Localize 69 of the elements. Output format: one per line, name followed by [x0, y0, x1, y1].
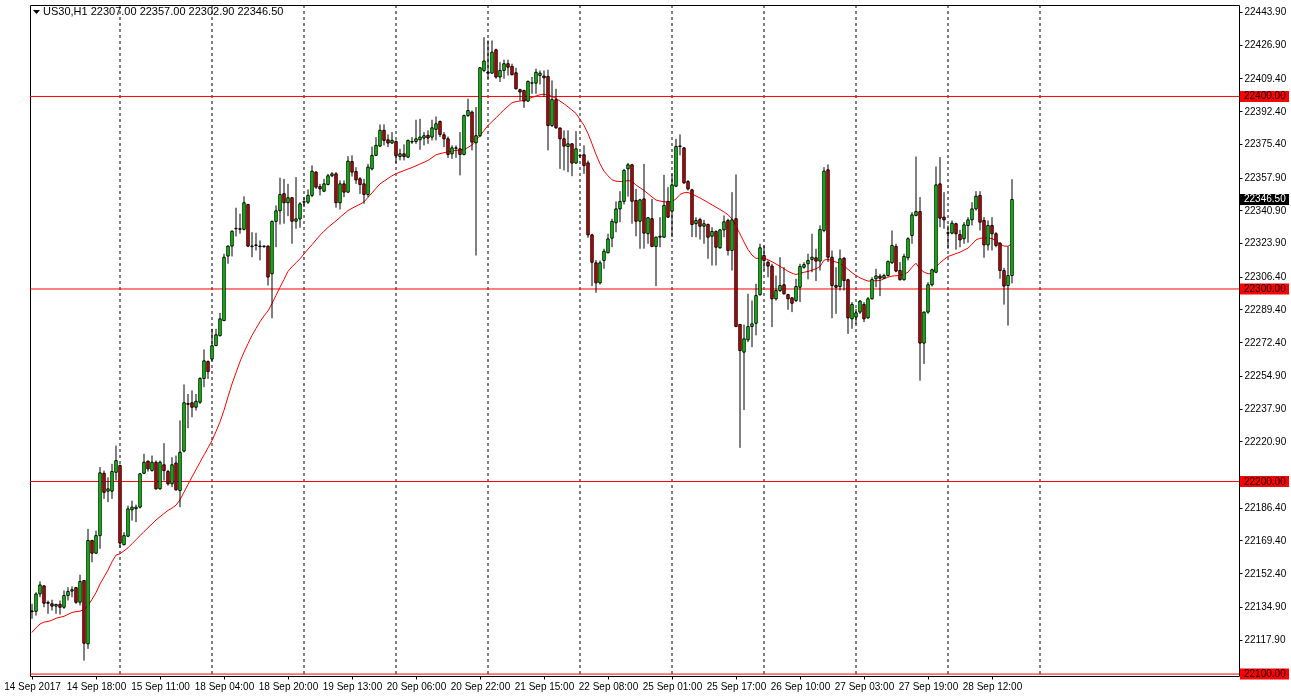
x-tick-label: 18 Sep 04:00	[194, 680, 255, 692]
candlestick	[986, 219, 990, 251]
y-tick-label: 22375.40	[1244, 138, 1287, 150]
x-tick-label: 22 Sep 08:00	[578, 680, 639, 692]
y-tick-label: 22220.90	[1244, 435, 1287, 447]
y-tick-label: 22323.90	[1244, 237, 1287, 249]
y-tick-label: 22443.90	[1244, 6, 1287, 18]
ref-line-label: 22100.00	[1244, 668, 1287, 680]
x-tick-label: 20 Sep 06:00	[386, 680, 447, 692]
x-tick-label: 25 Sep 17:00	[706, 680, 767, 692]
candlestick	[446, 136, 450, 159]
candlestick	[402, 143, 406, 161]
x-tick-label: 27 Sep 19:00	[898, 680, 959, 692]
y-tick-label: 22426.90	[1244, 39, 1287, 51]
candlestick	[170, 456, 174, 488]
candlestick	[382, 123, 386, 146]
x-tick-label: 15 Sep 11:00	[131, 680, 191, 692]
candlestick	[430, 119, 434, 141]
candlestick	[514, 67, 518, 91]
candlestick	[490, 39, 494, 75]
y-tick-label: 22186.40	[1244, 502, 1287, 514]
candlestick	[502, 59, 506, 80]
y-tick-label: 22306.40	[1244, 271, 1287, 283]
chart-title: US30,H1 22307.00 22357.00 22302.90 22346.50	[43, 5, 284, 17]
ref-line-label: 22400.00	[1244, 90, 1287, 102]
y-tick-label: 22340.90	[1244, 204, 1287, 216]
x-tick-label: 14 Sep 18:00	[66, 680, 127, 692]
candlestick	[434, 115, 438, 141]
y-tick-label: 22254.90	[1244, 370, 1287, 382]
x-tick-label: 28 Sep 12:00	[962, 680, 1023, 692]
y-tick-label: 22237.90	[1244, 403, 1287, 415]
candlestick	[506, 59, 510, 76]
x-tick-label: 27 Sep 03:00	[834, 680, 895, 692]
candlestick	[862, 301, 866, 323]
x-tick-label: 25 Sep 01:00	[642, 680, 703, 692]
x-tick-label: 20 Sep 22:00	[450, 680, 511, 692]
candlestick	[710, 226, 714, 267]
candlestick	[418, 118, 422, 151]
candlestick	[990, 216, 994, 251]
y-tick-label: 22272.40	[1244, 336, 1287, 348]
candlestick	[714, 229, 718, 267]
x-tick-label: 21 Sep 15:00	[514, 680, 575, 692]
candlestick	[50, 599, 54, 612]
y-tick-label: 22134.90	[1244, 601, 1287, 613]
candlestick	[294, 176, 298, 230]
y-tick-label: 22152.40	[1244, 567, 1287, 579]
x-tick-label: 19 Sep 13:00	[322, 680, 383, 692]
y-tick-label: 22117.90	[1244, 634, 1286, 646]
ref-line-label: 22300.00	[1244, 283, 1287, 294]
y-tick-label: 22169.40	[1244, 534, 1287, 546]
candlestick	[534, 68, 538, 95]
candlestick	[954, 222, 958, 251]
candlestick	[566, 129, 570, 173]
candlestick	[798, 263, 802, 303]
candlestick	[698, 217, 702, 241]
y-tick-label: 22357.90	[1244, 172, 1287, 184]
candlestick	[54, 603, 58, 615]
candlestick	[282, 178, 286, 225]
x-tick-label: 26 Sep 10:00	[770, 680, 831, 692]
y-tick-label: 22409.40	[1244, 72, 1287, 84]
y-tick-label: 22392.40	[1244, 105, 1287, 117]
x-tick-label: 18 Sep 20:00	[258, 680, 319, 692]
candlestick	[702, 219, 706, 245]
candlestick	[962, 221, 966, 245]
x-tick-label: 14 Sep 2017	[4, 680, 62, 692]
candlestick	[562, 129, 566, 171]
text: 22346.50	[1244, 193, 1287, 205]
ref-line-label: 22200.00	[1244, 475, 1287, 487]
y-tick-label: 22289.40	[1244, 303, 1287, 315]
